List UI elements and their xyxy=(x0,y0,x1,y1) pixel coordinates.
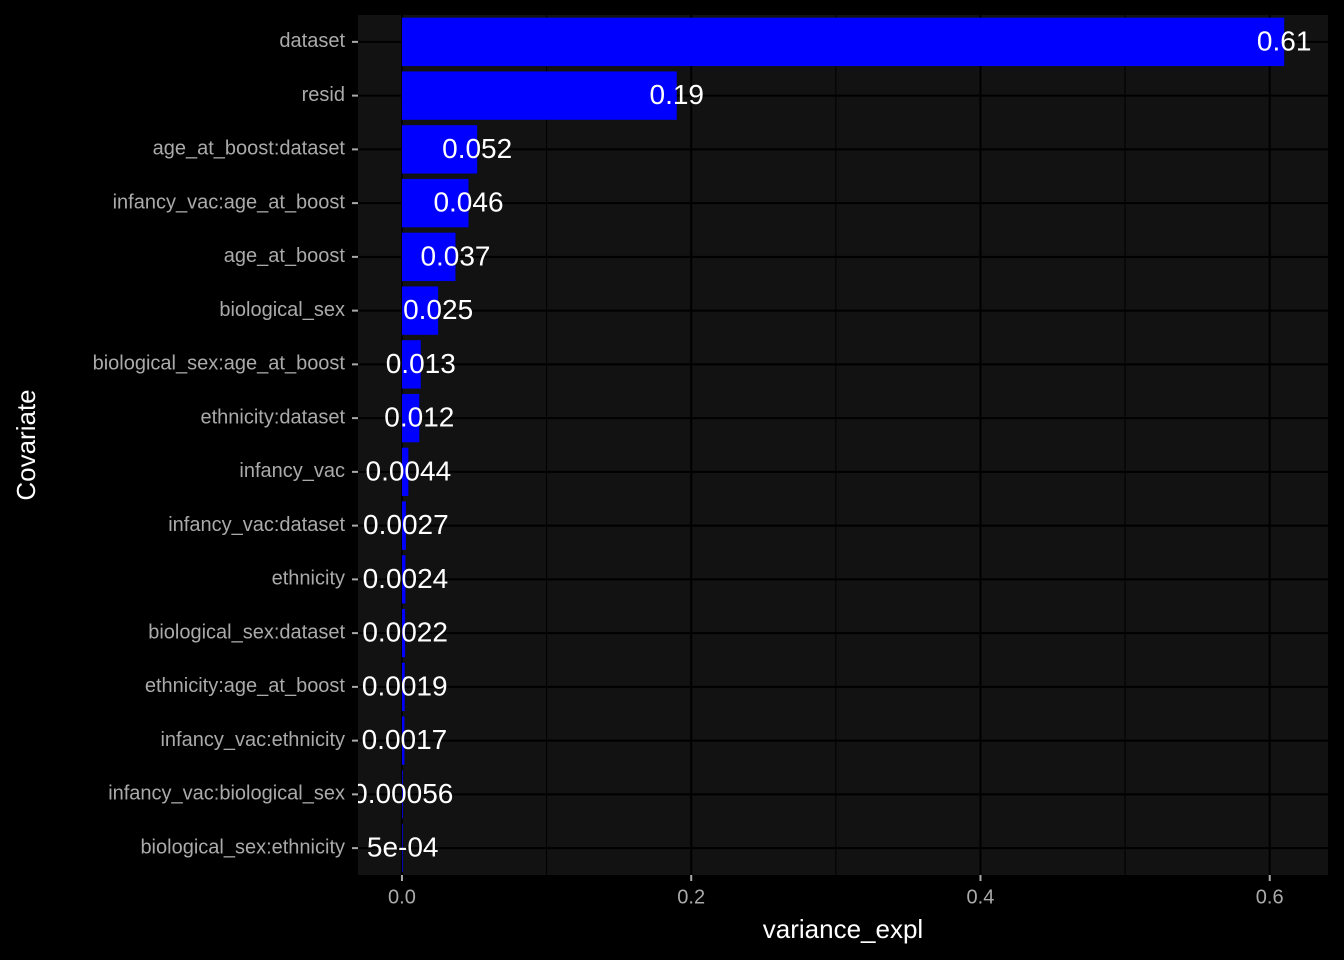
bar xyxy=(401,501,406,550)
y-tick-label: age_at_boost xyxy=(224,245,346,267)
value-label: 0.052 xyxy=(442,133,512,164)
bar xyxy=(401,125,478,174)
value-label: 0.025 xyxy=(403,294,473,325)
y-tick-label: ethnicity:dataset xyxy=(200,406,345,428)
bar xyxy=(401,71,677,120)
value-label: 0.046 xyxy=(433,187,503,218)
y-tick-label: age_at_boost:dataset xyxy=(153,138,346,160)
value-label: 0.61 xyxy=(1257,25,1312,56)
y-axis-title: Covariate xyxy=(11,389,41,500)
bar xyxy=(401,716,405,765)
y-tick-label: biological_sex:age_at_boost xyxy=(93,353,346,375)
bar xyxy=(401,555,406,604)
bar xyxy=(401,393,420,443)
bar xyxy=(401,286,439,335)
value-label: 0.0019 xyxy=(362,670,448,701)
y-tick-label: ethnicity xyxy=(272,568,345,590)
bar xyxy=(401,823,403,873)
panel xyxy=(358,15,1328,875)
y-tick-label: resid xyxy=(302,84,345,106)
x-tick-label: 0.2 xyxy=(677,886,705,908)
y-tick-label: biological_sex:dataset xyxy=(148,621,345,643)
y-tick-label: dataset xyxy=(279,30,345,52)
y-tick-label: infancy_vac:biological_sex xyxy=(108,783,345,805)
y-tick-label: biological_sex xyxy=(219,299,345,321)
value-label: 0.013 xyxy=(386,348,456,379)
value-label: 0.19 xyxy=(650,79,705,110)
x-tick-label: 0.0 xyxy=(388,886,416,908)
value-label: 0.0044 xyxy=(366,455,452,486)
y-tick-label: infancy_vac xyxy=(239,460,345,482)
value-label: 0.0027 xyxy=(363,509,449,540)
y-tick-label: biological_sex:ethnicity xyxy=(140,836,345,858)
value-label: 0.012 xyxy=(384,402,454,433)
value-label: 0.037 xyxy=(420,240,490,271)
value-label: 0.0017 xyxy=(362,724,448,755)
bar xyxy=(401,608,406,658)
bar xyxy=(401,17,1285,67)
y-tick-label: infancy_vac:age_at_boost xyxy=(113,191,346,213)
bar xyxy=(401,340,421,389)
x-tick-label: 0.6 xyxy=(1256,886,1284,908)
bar xyxy=(401,447,409,497)
value-label: 5e-04 xyxy=(367,832,439,863)
value-label: 0.00056 xyxy=(352,778,453,809)
value-label: 0.0024 xyxy=(363,563,449,594)
value-label: 0.0022 xyxy=(362,617,448,648)
x-tick-label: 0.4 xyxy=(967,886,995,908)
bar xyxy=(401,770,403,819)
bar xyxy=(401,232,456,282)
x-axis-title: variance_expl xyxy=(763,914,923,944)
y-tick-label: infancy_vac:dataset xyxy=(168,514,345,536)
bar xyxy=(401,178,469,228)
y-tick-label: infancy_vac:ethnicity xyxy=(160,729,345,751)
bar xyxy=(401,662,405,712)
y-tick-label: ethnicity:age_at_boost xyxy=(145,675,346,697)
